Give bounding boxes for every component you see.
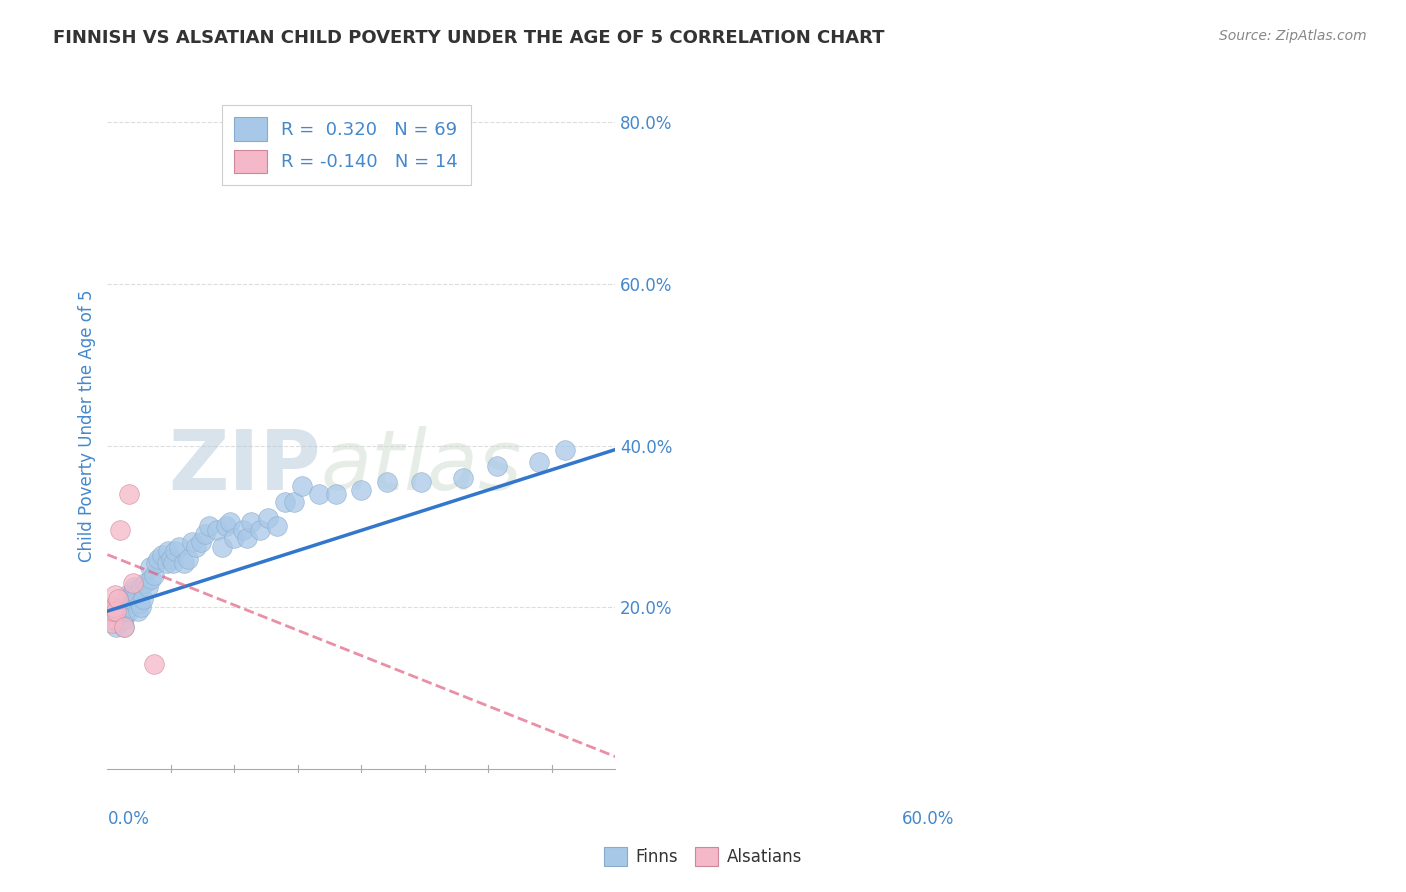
Point	[485, 458, 508, 473]
Point	[112, 620, 135, 634]
Point	[104, 588, 127, 602]
Point	[115, 588, 138, 602]
Point	[101, 600, 124, 615]
Point	[554, 442, 576, 457]
Point	[115, 604, 138, 618]
Point	[169, 540, 191, 554]
Point	[173, 556, 195, 570]
Point	[100, 616, 122, 631]
Point	[224, 532, 246, 546]
Point	[186, 540, 208, 554]
Point	[98, 612, 121, 626]
Point	[198, 519, 221, 533]
Point	[117, 604, 139, 618]
Point	[103, 604, 125, 618]
Point	[308, 487, 330, 501]
Point	[124, 580, 146, 594]
Point	[136, 580, 159, 594]
Point	[107, 592, 129, 607]
Point	[132, 592, 155, 607]
Point	[125, 588, 148, 602]
Point	[257, 511, 280, 525]
Point	[409, 475, 432, 489]
Point	[177, 551, 200, 566]
Point	[110, 600, 132, 615]
Y-axis label: Child Poverty Under the Age of 5: Child Poverty Under the Age of 5	[79, 289, 96, 562]
Point	[107, 616, 129, 631]
Point	[375, 475, 398, 489]
Point	[121, 584, 143, 599]
Point	[129, 600, 152, 615]
Text: ZIP: ZIP	[169, 426, 321, 507]
Point	[121, 588, 143, 602]
Text: 60.0%: 60.0%	[901, 810, 955, 828]
Point	[145, 556, 167, 570]
Point	[103, 600, 125, 615]
Point	[127, 604, 149, 618]
Legend: Finns, Alsatians: Finns, Alsatians	[598, 840, 808, 873]
Point	[232, 524, 254, 538]
Point	[148, 551, 170, 566]
Point	[120, 592, 142, 607]
Point	[141, 572, 163, 586]
Point	[266, 519, 288, 533]
Point	[215, 519, 238, 533]
Point	[350, 483, 373, 497]
Point	[181, 535, 204, 549]
Point	[291, 479, 314, 493]
Text: 0.0%: 0.0%	[107, 810, 149, 828]
Point	[142, 567, 165, 582]
Point	[104, 620, 127, 634]
Point	[162, 556, 184, 570]
Point	[156, 556, 179, 570]
Point	[249, 524, 271, 538]
Point	[121, 575, 143, 590]
Point	[274, 495, 297, 509]
Legend: R =  0.320   N = 69, R = -0.140   N = 14: R = 0.320 N = 69, R = -0.140 N = 14	[222, 104, 471, 186]
Point	[240, 516, 263, 530]
Point	[107, 608, 129, 623]
Point	[451, 471, 474, 485]
Point	[194, 527, 217, 541]
Point	[103, 612, 125, 626]
Point	[190, 535, 212, 549]
Point	[124, 596, 146, 610]
Point	[142, 657, 165, 671]
Point	[112, 620, 135, 634]
Point	[100, 604, 122, 618]
Point	[527, 455, 550, 469]
Point	[104, 604, 127, 618]
Point	[157, 543, 180, 558]
Point	[118, 600, 141, 615]
Text: atlas: atlas	[321, 426, 523, 507]
Point	[165, 543, 187, 558]
Point	[207, 524, 229, 538]
Point	[236, 532, 259, 546]
Point	[219, 516, 242, 530]
Point	[160, 551, 183, 566]
Point	[108, 524, 131, 538]
Point	[138, 559, 160, 574]
Point	[108, 604, 131, 618]
Point	[117, 487, 139, 501]
Point	[128, 596, 150, 610]
Point	[211, 540, 233, 554]
Point	[283, 495, 305, 509]
Point	[325, 487, 347, 501]
Text: FINNISH VS ALSATIAN CHILD POVERTY UNDER THE AGE OF 5 CORRELATION CHART: FINNISH VS ALSATIAN CHILD POVERTY UNDER …	[53, 29, 884, 46]
Point	[152, 548, 174, 562]
Point	[111, 612, 134, 626]
Text: Source: ZipAtlas.com: Source: ZipAtlas.com	[1219, 29, 1367, 43]
Point	[100, 604, 122, 618]
Point	[112, 612, 135, 626]
Point	[134, 575, 156, 590]
Point	[129, 580, 152, 594]
